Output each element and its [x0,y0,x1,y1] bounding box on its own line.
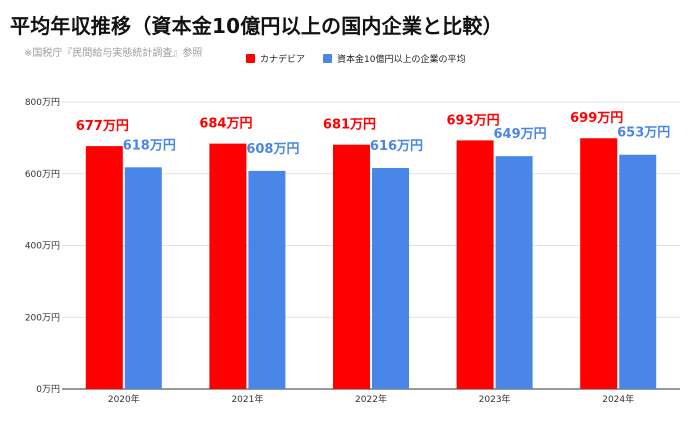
legend-item-kanadevia: カナデビア [246,52,305,65]
data-label: 649万円 [494,127,547,142]
legend-label-kanadevia: カナデビア [260,55,306,65]
data-label: 684万円 [199,117,252,132]
bar-average [248,170,286,389]
data-label: 653万円 [617,126,670,141]
bar-kanadevia [456,140,494,389]
legend-swatch-average [323,54,333,63]
data-label: 618万円 [123,138,176,153]
y-tick-label: 0万円 [36,384,60,395]
data-label: 693万円 [447,113,500,128]
bar-kanadevia [333,144,370,389]
data-label: 608万円 [246,142,299,157]
y-tick-label: 400万円 [25,241,60,252]
gridlines [62,101,680,390]
data-label: 677万円 [76,119,129,134]
legend-label-average: 資本金10億円以上の企業の平均 [337,55,466,65]
bar-average [124,167,162,389]
data-label: 699万円 [570,111,623,126]
bar-average [619,154,657,389]
x-tick-label: 2021年 [231,393,263,405]
data-label: 616万円 [370,139,423,154]
x-tick-label: 2023年 [479,393,511,405]
bar-average [372,168,409,389]
bar-kanadevia [580,138,618,389]
x-tick-label: 2020年 [108,393,140,405]
x-tick-label: 2022年 [355,393,387,405]
y-tick-label: 200万円 [25,312,60,323]
chart-subtitle: ※国税庁『民間給与実態統計調査』参照 [24,48,203,59]
legend-swatch-kanadevia [246,54,255,63]
bar-kanadevia [209,143,247,389]
x-axis-ticks: 2020年 2021年 2022年 2023年 2024年 [108,393,634,405]
y-axis-ticks: 0万円 200万円 400万円 600万円 800万円 [25,97,60,395]
chart-title: 平均年収推移（資本金10億円以上の国内企業と比較） [10,14,503,38]
bar-average [495,156,533,389]
bar-kanadevia [85,146,123,389]
chart-legend: カナデビア 資本金10億円以上の企業の平均 [246,52,483,65]
y-tick-label: 800万円 [25,97,60,108]
legend-item-average: 資本金10億円以上の企業の平均 [323,52,465,65]
bars [85,138,657,389]
data-label: 681万円 [323,118,376,133]
y-tick-label: 600万円 [25,169,60,180]
data-labels: 677万円 618万円 684万円 608万円 681万円 616万円 693万円649万円… [76,111,671,157]
x-tick-label: 2024年 [602,393,634,405]
